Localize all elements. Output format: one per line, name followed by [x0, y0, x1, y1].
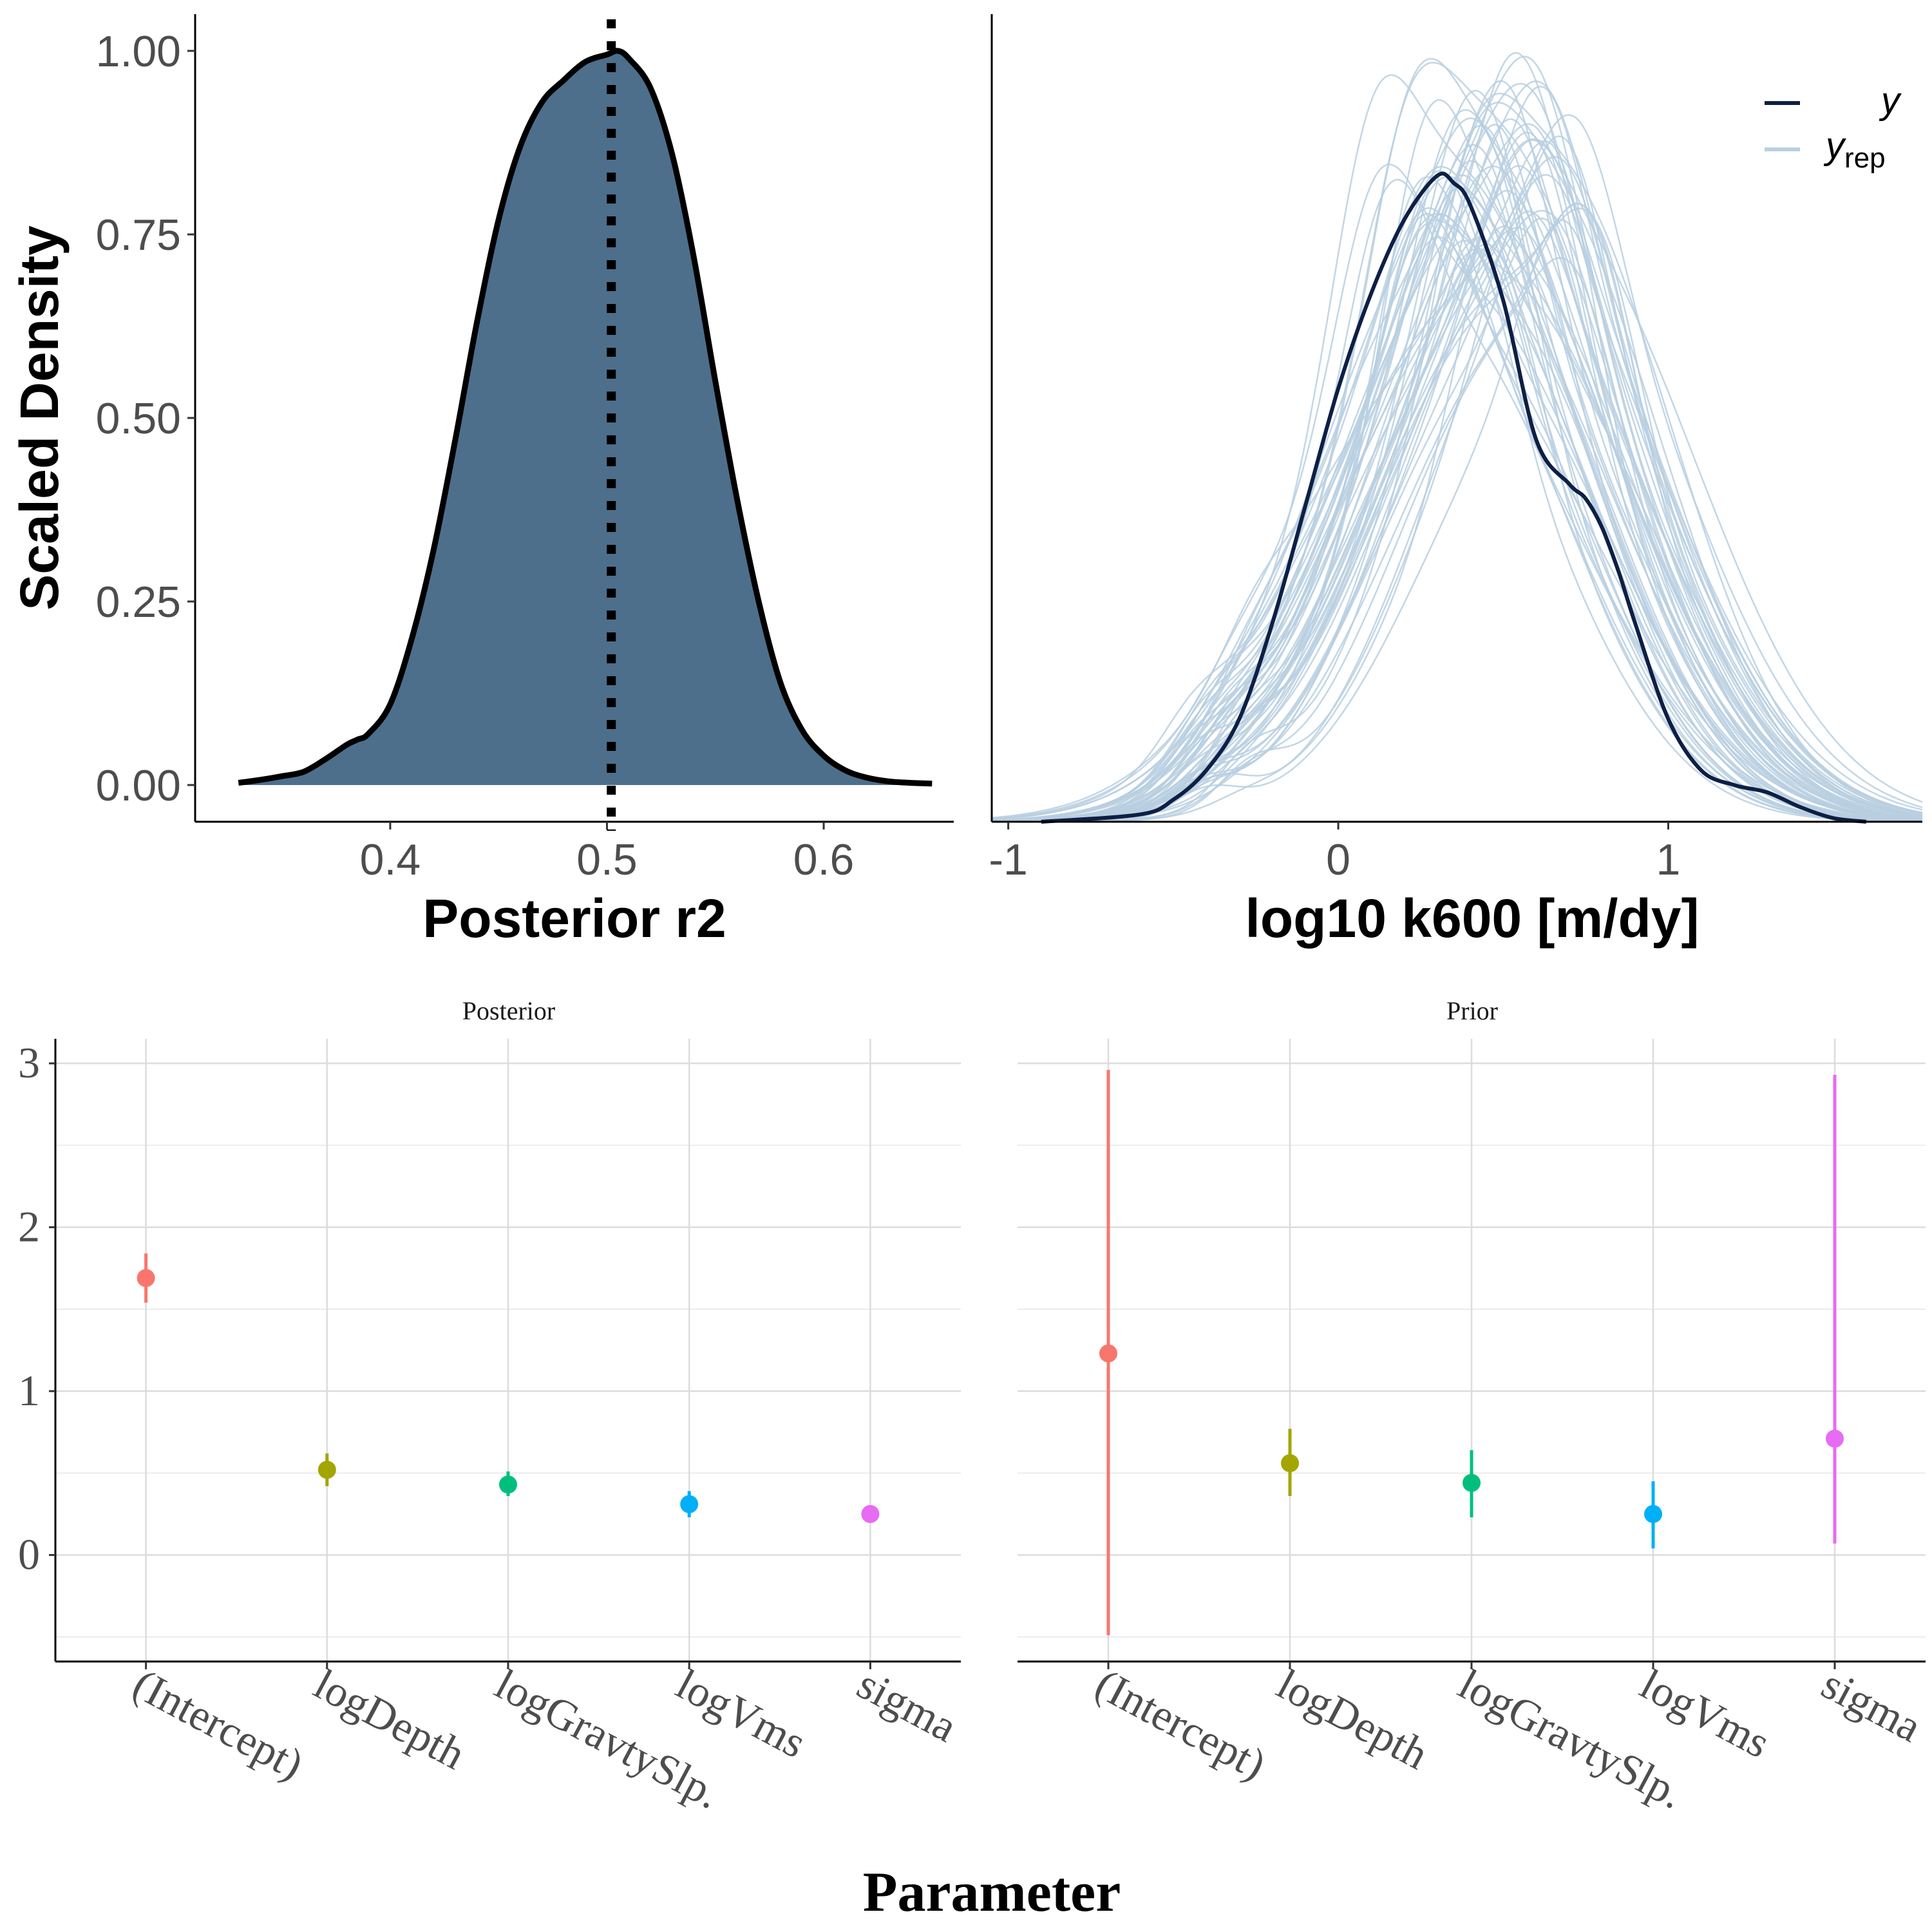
- y-rep-curve: [991, 57, 1923, 822]
- posterior-r2-x-axis-label: Posterior r2: [422, 888, 726, 949]
- y-rep-curve: [991, 213, 1923, 822]
- y-tick-label: 0.75: [96, 211, 181, 260]
- legend-yrep-label: yrep: [1823, 125, 1886, 174]
- ppc-x-axis-label: log10 k600 [m/dy]: [1245, 888, 1700, 949]
- estimate-point-sigma: [861, 1504, 880, 1523]
- y-rep-curve: [992, 209, 1923, 823]
- x-tick-label: logVms: [668, 1659, 814, 1767]
- posterior-y-ticks: 0 1 2 3: [18, 1038, 55, 1579]
- y-rep-curve: [991, 80, 1923, 822]
- estimate-point-logvms: [1644, 1504, 1662, 1523]
- y-rep-curve: [991, 236, 1923, 822]
- y-rep-curve: [991, 92, 1923, 823]
- x-tick-label: -1: [989, 835, 1027, 884]
- y-tick-label: 1: [18, 1366, 40, 1415]
- posterior-intervals: [137, 1253, 880, 1523]
- y-tick-label: 0.00: [96, 761, 181, 810]
- x-tick-label: logDepth: [307, 1659, 473, 1779]
- y-rep-curve: [991, 174, 1923, 822]
- estimate-point-sigma: [1826, 1429, 1844, 1448]
- estimate-point-intercept: [137, 1269, 155, 1287]
- x-tick-label: (Intercept): [1088, 1659, 1274, 1789]
- y-rep-curve: [991, 144, 1923, 822]
- y-rep-curve: [991, 166, 1923, 822]
- prior-grid: [1018, 1039, 1926, 1662]
- y-rep-curve: [991, 86, 1923, 822]
- posterior-r2-density-outline: [238, 48, 933, 787]
- y-rep-curve: [991, 131, 1923, 821]
- parameter-x-axis-label: Parameter: [863, 1861, 1121, 1924]
- y-tick-label: 2: [18, 1202, 40, 1251]
- x-tick-label: logVms: [1633, 1659, 1778, 1767]
- estimate-point-loggravtyslp: [1463, 1473, 1481, 1492]
- y-tick-label: 3: [18, 1038, 40, 1087]
- y-rep-curve: [991, 82, 1923, 822]
- x-tick-label: sigma: [849, 1659, 965, 1751]
- legend-y-label: y: [1879, 80, 1902, 122]
- ppc-legend: y yrep: [1765, 80, 1902, 174]
- y-rep-curve: [991, 55, 1923, 822]
- posterior-coefficients-panel: Posterior 0 1 2 3 (Intercept)logDepth logGra…: [18, 996, 965, 1818]
- y-rep-curve: [991, 52, 1923, 822]
- x-tick-label: 0.6: [793, 835, 855, 884]
- x-tick-label: 0.4: [360, 835, 421, 884]
- estimate-point-logdepth: [317, 1461, 336, 1479]
- estimate-point-logvms: [680, 1495, 699, 1513]
- x-tick-label: 0: [1326, 835, 1350, 884]
- ppc-density-panel: -1 0 1 log10 k600 [m/dy] y yrep: [989, 14, 1923, 949]
- y-rep-curve: [991, 213, 1923, 822]
- posterior-x-ticks: (Intercept)logDepth logGravtySlp.logVms si…: [126, 1659, 965, 1818]
- y-rep-curve: [991, 163, 1923, 820]
- y-rep-curve: [991, 236, 1923, 820]
- posterior-grid: [55, 1039, 961, 1662]
- y-tick-label: 1.00: [96, 27, 181, 76]
- x-tick-label: sigma: [1814, 1659, 1929, 1751]
- posterior-r2-y-ticks: 0.00 0.25 0.50 0.75 1.00: [96, 27, 195, 810]
- x-tick-label: 1: [1656, 835, 1681, 884]
- posterior-strip-title: Posterior: [462, 996, 555, 1025]
- y-rep-curve: [991, 165, 1923, 822]
- prior-x-ticks: (Intercept)logDepth logGravtySlp.logVms si…: [1088, 1659, 1929, 1818]
- y-rep-curve: [991, 211, 1923, 823]
- y-tick-label: 0.25: [96, 578, 181, 627]
- prior-intervals: [1099, 1070, 1844, 1636]
- y-rep-curve: [991, 80, 1923, 822]
- x-tick-label: logDepth: [1269, 1659, 1436, 1779]
- prior-strip-title: Prior: [1446, 996, 1498, 1025]
- estimate-point-loggravtyslp: [499, 1475, 517, 1494]
- y-rep-curve: [991, 138, 1923, 822]
- ppc-x-ticks: -1 0 1: [989, 822, 1680, 884]
- scaled-density-y-axis-label: Scaled Density: [9, 225, 70, 611]
- legend-yrep-base: y: [1823, 125, 1846, 167]
- x-tick-label: (Intercept): [126, 1659, 312, 1789]
- y-tick-label: 0.50: [96, 394, 181, 443]
- posterior-r2-density-area: [238, 50, 933, 786]
- y-rep-curve: [991, 174, 1923, 823]
- posterior-r2-density-panel: 0.00 0.25 0.50 0.75 1.00 0.4 0.5 0.6 Posterior…: [9, 14, 954, 949]
- y-rep-curves: [991, 52, 1923, 823]
- y-rep-curve: [991, 243, 1923, 822]
- prior-coefficients-panel: Prior (Intercept)logDepth logGravtySlp.lo…: [1018, 996, 1929, 1818]
- y-observed-curve: [1041, 171, 1867, 824]
- y-rep-curve: [991, 135, 1923, 823]
- estimate-point-intercept: [1099, 1344, 1117, 1363]
- legend-yrep-subscript: rep: [1844, 142, 1886, 174]
- x-tick-label: 0.5: [576, 835, 638, 884]
- posterior-r2-x-ticks: 0.4 0.5 0.6: [360, 822, 855, 884]
- estimate-point-logdepth: [1281, 1454, 1299, 1473]
- y-tick-label: 0: [18, 1530, 40, 1579]
- y-rep-curve: [991, 213, 1923, 822]
- y-rep-curve: [991, 219, 1923, 822]
